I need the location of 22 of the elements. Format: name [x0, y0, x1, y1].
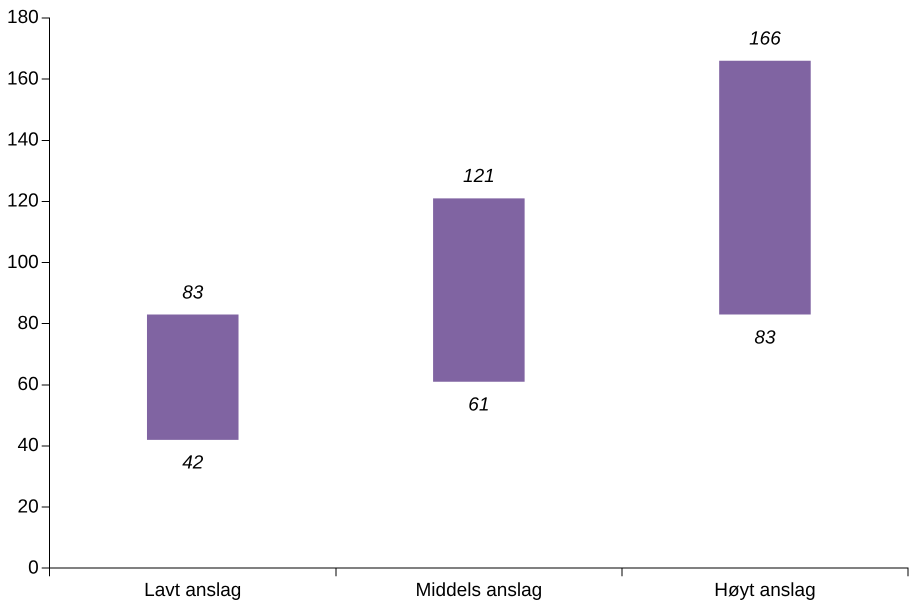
y-tick-label: 60	[18, 374, 39, 396]
annotation: 121	[463, 166, 495, 188]
annotation: 42	[182, 452, 204, 474]
annotation: 61	[468, 394, 490, 416]
x-tick-label: Middels anslag	[415, 580, 542, 601]
x-tick-label: Lavt anslag	[144, 580, 242, 601]
y-tick-label: 20	[18, 496, 39, 518]
y-tick-label: 160	[7, 68, 39, 90]
y-tick-label: 120	[7, 190, 39, 212]
y-tick-label: 100	[7, 252, 39, 273]
y-tick-label: 140	[7, 130, 39, 150]
x-tick-label: Høyt anslag	[714, 580, 816, 601]
y-tick-label: 40	[18, 435, 39, 456]
annotation: 166	[749, 28, 782, 50]
y-tick-label: 0	[28, 557, 39, 578]
annotation: 83	[754, 327, 776, 348]
bar	[719, 60, 811, 314]
bar	[433, 198, 525, 382]
y-tick-label: 180	[7, 7, 39, 28]
bar	[146, 314, 239, 440]
annotation: 83	[182, 282, 204, 304]
y-tick-label: 80	[18, 312, 39, 334]
